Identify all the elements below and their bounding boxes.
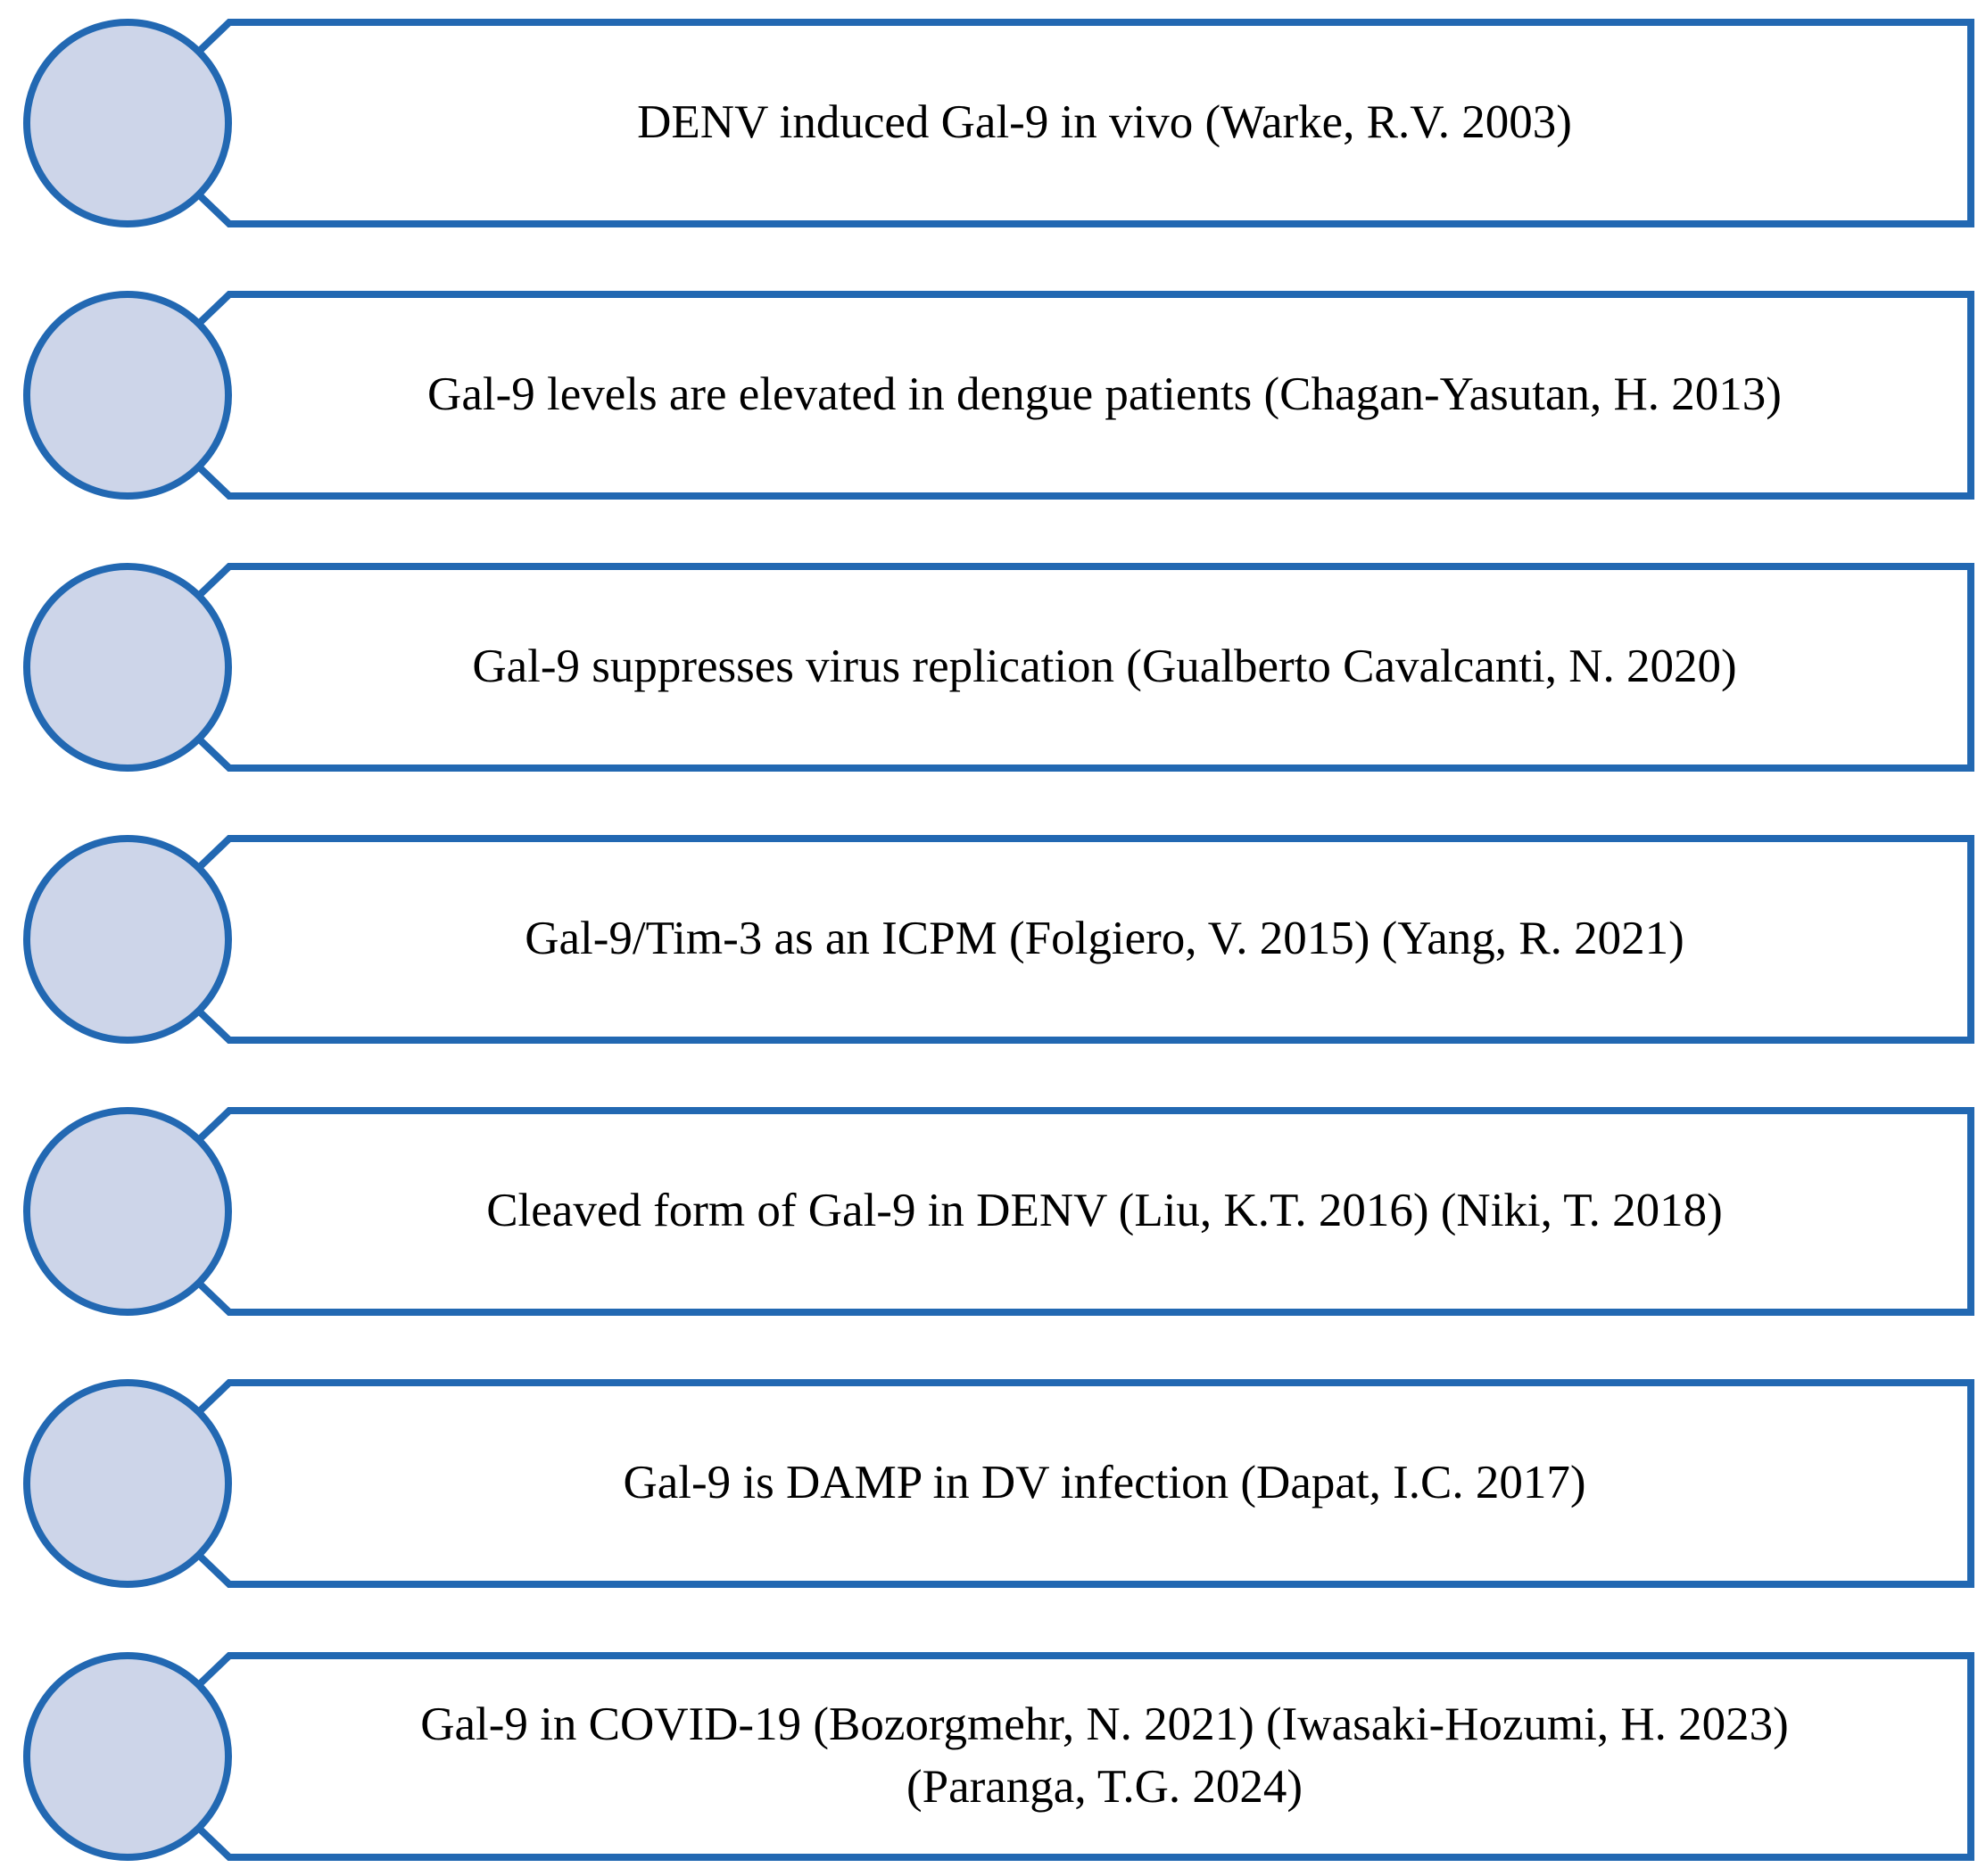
- milestone-row: Gal-9/Tim-3 as an ICPM (Folgiero, V. 201…: [0, 835, 1986, 1044]
- milestone-row: Gal-9 is DAMP in DV infection (Dapat, I.…: [0, 1379, 1986, 1588]
- milestone-banner: [23, 1107, 1974, 1316]
- milestone-label: DENV induced Gal-9 in vivo (Warke, R.V. …: [637, 96, 1572, 149]
- milestone-row: Gal-9 levels are elevated in dengue pati…: [0, 291, 1986, 500]
- timeline-node-circle: [23, 1379, 232, 1588]
- milestone-row: Gal-9 suppresses virus replication (Gual…: [0, 563, 1986, 772]
- milestone-banner: [23, 19, 1974, 227]
- milestone-banner: [23, 1652, 1974, 1861]
- timeline-node-circle: [23, 563, 232, 772]
- milestone-banner: [23, 563, 1974, 772]
- milestone-banner: [23, 835, 1974, 1044]
- milestone-row: DENV induced Gal-9 in vivo (Warke, R.V. …: [0, 19, 1986, 227]
- milestone-label: Gal-9 is DAMP in DV infection (Dapat, I.…: [623, 1457, 1586, 1509]
- timeline-node-circle: [23, 291, 232, 500]
- timeline-node-circle: [23, 19, 232, 227]
- timeline-node-circle: [23, 835, 232, 1044]
- milestone-row: Cleaved form of Gal-9 in DENV (Liu, K.T.…: [0, 1107, 1986, 1316]
- milestone-label: Gal-9 suppresses virus replication (Gual…: [472, 640, 1737, 693]
- milestone-label: Gal-9 in COVID-19 (Bozorgmehr, N. 2021) …: [420, 1698, 1789, 1813]
- timeline-node-circle: [23, 1652, 232, 1861]
- milestone-banner: [23, 291, 1974, 500]
- timeline-node-circle: [23, 1107, 232, 1316]
- milestone-label: Gal-9/Tim-3 as an ICPM (Folgiero, V. 201…: [525, 913, 1684, 965]
- milestone-banner: [23, 1379, 1974, 1588]
- milestone-row: Gal-9 in COVID-19 (Bozorgmehr, N. 2021) …: [0, 1652, 1986, 1861]
- milestone-label: Cleaved form of Gal-9 in DENV (Liu, K.T.…: [486, 1185, 1723, 1237]
- milestone-label: Gal-9 levels are elevated in dengue pati…: [427, 368, 1782, 421]
